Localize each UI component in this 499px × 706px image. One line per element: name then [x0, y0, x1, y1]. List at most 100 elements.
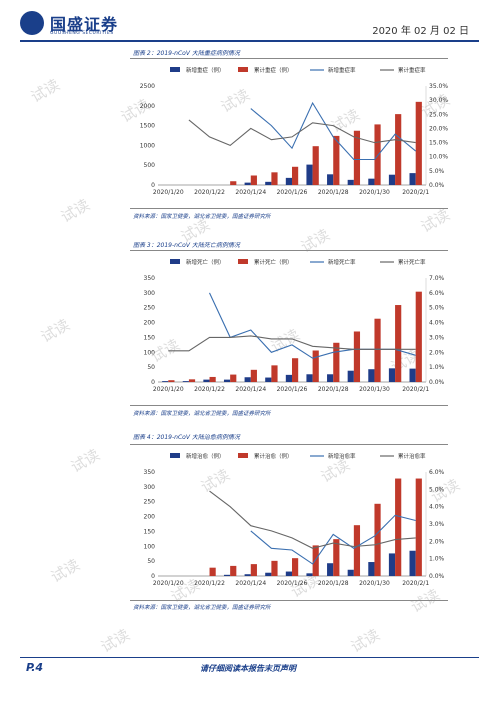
- bar: [292, 166, 299, 185]
- legend-swatch: [170, 67, 180, 72]
- bar: [409, 173, 416, 185]
- bar: [292, 558, 299, 576]
- y-tick-label: 0: [151, 379, 155, 386]
- legend-label: 累计重症率: [398, 66, 426, 74]
- y-tick-label: 300: [144, 484, 156, 491]
- y2-tick-label: 0.0%: [429, 182, 445, 189]
- bar: [188, 379, 196, 382]
- bar: [244, 377, 251, 382]
- figure-3-chart: 新增死亡（例） 累计死亡（例） 新增死亡率 累计死亡率 0 50 100 150 200 250 3…: [144, 258, 445, 393]
- y-tick-label: 300: [144, 290, 156, 297]
- y2-tick-label: 5.0%: [429, 305, 445, 312]
- bar: [203, 379, 210, 382]
- y-tick-label: 150: [144, 528, 156, 535]
- y-tick-label: 250: [144, 499, 156, 506]
- logo-subtitle: GUOSHENG SECURITIES: [50, 31, 114, 36]
- bar: [347, 370, 354, 382]
- watermark-text: 试读: [37, 315, 73, 347]
- bar: [368, 178, 375, 185]
- bar: [353, 525, 361, 576]
- series-line: [209, 490, 416, 549]
- page-header: 国盛证券 GUOSHENG SECURITIES 2020 年 02 月 02 …: [0, 0, 499, 44]
- series-line: [209, 292, 416, 359]
- figure-2-chart: 新增重症（例） 累计重症（例） 新增重症率 累计重症率 0 500 1000 1500 2000…: [140, 66, 449, 196]
- series-line: [250, 514, 416, 565]
- bar: [285, 177, 292, 185]
- figure-4-top-rule: [130, 444, 448, 445]
- figure-4-bottom-rule: [130, 600, 448, 601]
- series-line: [168, 335, 416, 352]
- bar: [415, 291, 422, 382]
- report-date: 2020 年 02 月 02 日: [372, 26, 469, 37]
- x-tick-label: 2020/1/22: [194, 386, 225, 393]
- x-tick-label: 2020/2/1: [402, 580, 429, 587]
- bar: [223, 379, 231, 382]
- bar: [374, 124, 381, 185]
- bar: [271, 560, 278, 576]
- bar: [162, 381, 169, 382]
- series-line: [250, 101, 417, 161]
- series-line: [188, 119, 416, 147]
- legend-label: 累计重症（例）: [254, 66, 293, 74]
- figure-3-bottom-rule: [130, 405, 448, 406]
- bar: [388, 368, 396, 382]
- y2-tick-label: 0.0%: [429, 573, 445, 580]
- legend-label: 累计治愈（例）: [254, 452, 293, 460]
- x-tick-label: 2020/1/28: [318, 189, 349, 196]
- bar: [368, 562, 375, 576]
- y-tick-label: 200: [144, 320, 156, 327]
- y-tick-label: 100: [144, 349, 156, 356]
- legend-label: 累计治愈率: [398, 452, 426, 460]
- bar: [271, 365, 278, 382]
- x-tick-label: 2020/1/20: [153, 580, 184, 587]
- bar: [250, 175, 257, 185]
- bar: [223, 574, 231, 576]
- bar: [182, 381, 189, 382]
- x-tick-label: 2020/2/1: [402, 189, 429, 196]
- y2-tick-label: 25.0%: [429, 111, 448, 118]
- bar: [285, 374, 292, 382]
- y-tick-label: 250: [144, 305, 156, 312]
- bar: [312, 545, 319, 576]
- bar: [395, 305, 402, 382]
- page-number: P.4: [26, 661, 44, 674]
- logo-text: 国盛证券: [50, 15, 119, 34]
- watermark-text: 试读: [97, 625, 133, 657]
- bar: [244, 182, 251, 185]
- bar: [327, 563, 334, 576]
- x-tick-label: 2020/1/26: [277, 580, 308, 587]
- bar: [409, 368, 416, 382]
- y2-tick-label: 5.0%: [429, 168, 445, 175]
- y2-tick-label: 4.0%: [429, 504, 445, 511]
- bar: [230, 374, 237, 382]
- figure-4-source: 资料来源：国家卫健委，湖北省卫健委，国盛证券研究所: [133, 605, 271, 611]
- bar: [306, 374, 313, 382]
- bar: [333, 342, 340, 382]
- bar: [168, 380, 175, 382]
- y-tick-label: 200: [144, 514, 156, 521]
- bar: [265, 377, 272, 382]
- bar: [306, 573, 313, 576]
- bar: [347, 569, 354, 576]
- legend-swatch: [170, 259, 180, 264]
- bar: [250, 564, 257, 576]
- bar: [312, 350, 319, 382]
- y-tick-label: 0: [151, 182, 155, 189]
- y2-tick-label: 3.0%: [429, 521, 445, 528]
- legend-label: 新增治愈（例）: [186, 452, 225, 460]
- legend-swatch: [170, 453, 180, 458]
- figure-3-caption: 图表 3：2019-nCoV 大陆死亡病例情况: [133, 242, 240, 249]
- y-tick-label: 1500: [140, 123, 155, 130]
- x-tick-label: 2020/1/30: [359, 386, 390, 393]
- bar: [265, 572, 272, 576]
- y-tick-label: 0: [151, 573, 155, 580]
- legend-swatch: [238, 453, 248, 458]
- figure-4-caption: 图表 4：2019-nCoV 大陆治愈病例情况: [133, 434, 240, 441]
- y2-tick-label: 2.0%: [429, 538, 445, 545]
- x-tick-label: 2020/1/20: [153, 386, 184, 393]
- y-tick-label: 100: [144, 543, 156, 550]
- y2-tick-label: 4.0%: [429, 320, 445, 327]
- bar: [244, 574, 251, 576]
- bar: [285, 571, 292, 576]
- bar: [306, 164, 313, 185]
